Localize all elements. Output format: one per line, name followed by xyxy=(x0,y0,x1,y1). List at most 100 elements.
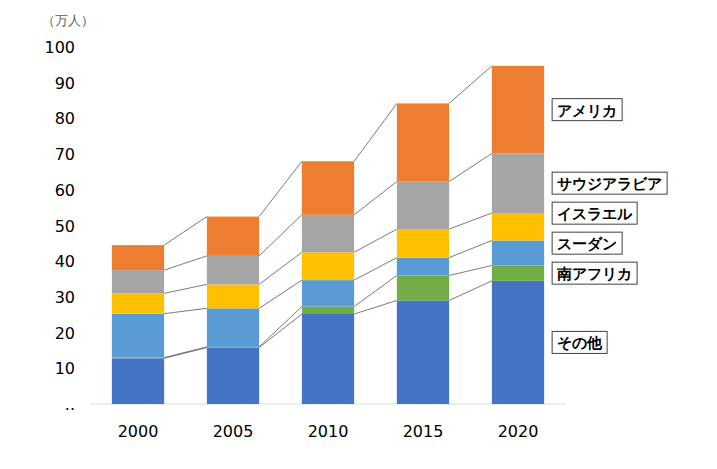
bar-segment xyxy=(397,182,449,229)
legend-box xyxy=(552,262,637,284)
x-tick-label: 2000 xyxy=(118,422,159,441)
y-tick xyxy=(87,189,91,190)
legend-item: その他 xyxy=(552,331,607,353)
series-line xyxy=(354,300,397,314)
legend-label: サウジアラビア xyxy=(557,175,662,193)
bar-segment xyxy=(492,213,544,240)
bar-segment xyxy=(302,280,354,306)
y-tick-label: 100 xyxy=(44,38,75,57)
y-tick-label: .. xyxy=(65,395,75,414)
bar-segment xyxy=(397,103,449,181)
series-line xyxy=(449,66,492,103)
series-line xyxy=(164,348,207,359)
bar-segment xyxy=(112,358,164,404)
y-tick-label: 20 xyxy=(55,324,75,343)
legend-box xyxy=(552,172,667,194)
series-line xyxy=(259,161,302,216)
series-line xyxy=(259,307,302,347)
bar-segment xyxy=(207,348,259,404)
series-line xyxy=(164,217,207,246)
x-tick-label: 2015 xyxy=(403,422,444,441)
bar-segment xyxy=(112,270,164,293)
y-axis-label: （万人） xyxy=(42,13,94,28)
y-tick-label: 70 xyxy=(55,145,75,164)
legend-item: 南アフリカ xyxy=(552,262,637,284)
series-line xyxy=(259,215,302,256)
bar-segment xyxy=(397,258,449,276)
series-line xyxy=(449,213,492,229)
y-tick-label: 30 xyxy=(55,288,75,307)
legend-item: サウジアラビア xyxy=(552,172,667,194)
series-line xyxy=(354,258,397,280)
legend-label: アメリカ xyxy=(557,102,617,120)
y-tick xyxy=(87,332,91,333)
bar-segment xyxy=(302,252,354,280)
bar-segment xyxy=(397,275,449,300)
legend-label: その他 xyxy=(557,334,603,352)
chart: （万人）.. 10 20 30 40 50 60 70 80 90 100 2000 2005 2010 2… xyxy=(0,0,717,469)
y-tick xyxy=(87,296,91,297)
y-tick xyxy=(87,118,91,119)
legend-box xyxy=(552,331,607,353)
bar-segment xyxy=(492,265,544,280)
legend-box xyxy=(552,232,622,254)
series-line xyxy=(259,252,302,284)
legend-label: 南アフリカ xyxy=(556,265,632,283)
series-line xyxy=(449,265,492,275)
series-line xyxy=(259,314,302,348)
bar-segment xyxy=(112,314,164,358)
bar-segment xyxy=(492,281,544,404)
series-line xyxy=(164,308,207,313)
series-line xyxy=(259,280,302,308)
series-line xyxy=(354,103,397,161)
bar-segment xyxy=(492,66,544,153)
bar-segment xyxy=(302,215,354,252)
y-tick-label: 50 xyxy=(55,217,75,236)
series-line xyxy=(449,281,492,301)
legend-box xyxy=(552,99,622,121)
y-tick xyxy=(87,154,91,155)
series-line xyxy=(449,153,492,181)
bar-segment xyxy=(302,161,354,215)
legend-label: イスラエル xyxy=(557,205,633,223)
legend-item: アメリカ xyxy=(552,99,622,121)
bar-segment xyxy=(207,256,259,285)
x-tick-label: 2005 xyxy=(213,422,254,441)
bar-segment xyxy=(112,245,164,270)
bar-segment xyxy=(207,217,259,256)
y-tick xyxy=(87,404,91,405)
bar-segment xyxy=(397,229,449,258)
legend-item: スーダン xyxy=(552,232,622,254)
y-tick-label: 10 xyxy=(55,359,75,378)
bar-segment xyxy=(207,308,259,347)
y-tick xyxy=(87,47,91,48)
series-line xyxy=(164,284,207,293)
y-tick xyxy=(87,261,91,262)
series-line xyxy=(354,275,397,306)
bar-segment xyxy=(302,307,354,314)
legend-item: イスラエル xyxy=(552,202,637,224)
bar-segment xyxy=(302,314,354,404)
series-line xyxy=(354,182,397,215)
y-tick-label: 60 xyxy=(55,181,75,200)
y-tick xyxy=(87,368,91,369)
bar-segment xyxy=(397,300,449,404)
y-tick-label: 90 xyxy=(55,74,75,93)
bar-segment xyxy=(492,153,544,213)
series-line xyxy=(449,240,492,257)
bar-segment xyxy=(207,284,259,308)
x-tick-label: 2010 xyxy=(308,422,349,441)
bar-segment xyxy=(492,240,544,265)
legend-label: スーダン xyxy=(557,235,617,253)
series-line xyxy=(164,256,207,270)
series-line xyxy=(354,229,397,252)
y-tick-label: 40 xyxy=(55,252,75,271)
y-tick xyxy=(87,225,91,226)
x-tick-label: 2020 xyxy=(498,422,539,441)
legend-box xyxy=(552,202,637,224)
series-line xyxy=(164,347,207,358)
bar-segment xyxy=(112,293,164,313)
y-tick-label: 80 xyxy=(55,109,75,128)
plot-area xyxy=(112,66,544,404)
y-tick xyxy=(87,82,91,83)
